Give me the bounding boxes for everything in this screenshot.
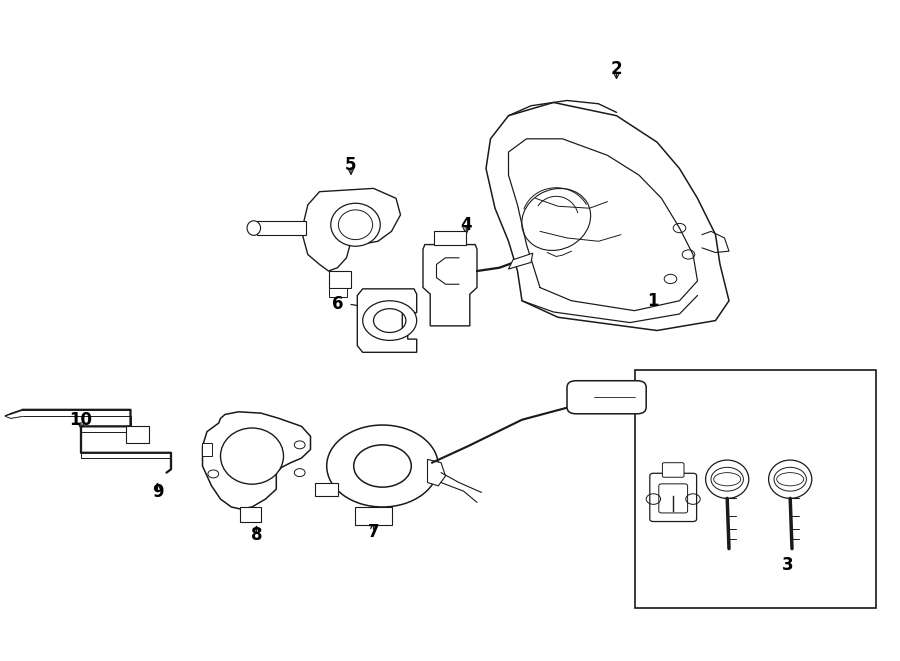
Text: 6: 6: [332, 295, 343, 313]
FancyBboxPatch shape: [662, 463, 684, 477]
Ellipse shape: [247, 221, 260, 235]
Ellipse shape: [331, 203, 380, 246]
Polygon shape: [202, 443, 211, 456]
Polygon shape: [357, 289, 417, 352]
Ellipse shape: [220, 428, 284, 484]
Text: 8: 8: [251, 526, 262, 545]
Text: 7: 7: [368, 523, 379, 541]
Polygon shape: [315, 483, 338, 496]
Polygon shape: [423, 245, 477, 326]
Polygon shape: [126, 426, 148, 443]
Ellipse shape: [706, 460, 749, 498]
Text: 4: 4: [461, 215, 472, 234]
FancyBboxPatch shape: [567, 381, 646, 414]
Polygon shape: [202, 412, 310, 509]
FancyBboxPatch shape: [650, 473, 697, 522]
Polygon shape: [240, 507, 261, 522]
Polygon shape: [256, 221, 306, 235]
Text: 3: 3: [782, 556, 793, 574]
Polygon shape: [328, 288, 346, 297]
Polygon shape: [508, 253, 533, 269]
Ellipse shape: [769, 460, 812, 498]
Polygon shape: [428, 459, 446, 486]
Bar: [634, 370, 876, 608]
Text: 2: 2: [611, 60, 622, 79]
Polygon shape: [328, 271, 351, 288]
FancyBboxPatch shape: [659, 484, 688, 513]
Text: 9: 9: [152, 483, 163, 502]
Polygon shape: [434, 231, 466, 245]
Polygon shape: [356, 507, 392, 525]
Polygon shape: [302, 188, 400, 271]
Text: 5: 5: [346, 156, 356, 175]
Polygon shape: [486, 102, 729, 330]
Text: 10: 10: [69, 410, 93, 429]
Text: 1: 1: [647, 292, 658, 310]
